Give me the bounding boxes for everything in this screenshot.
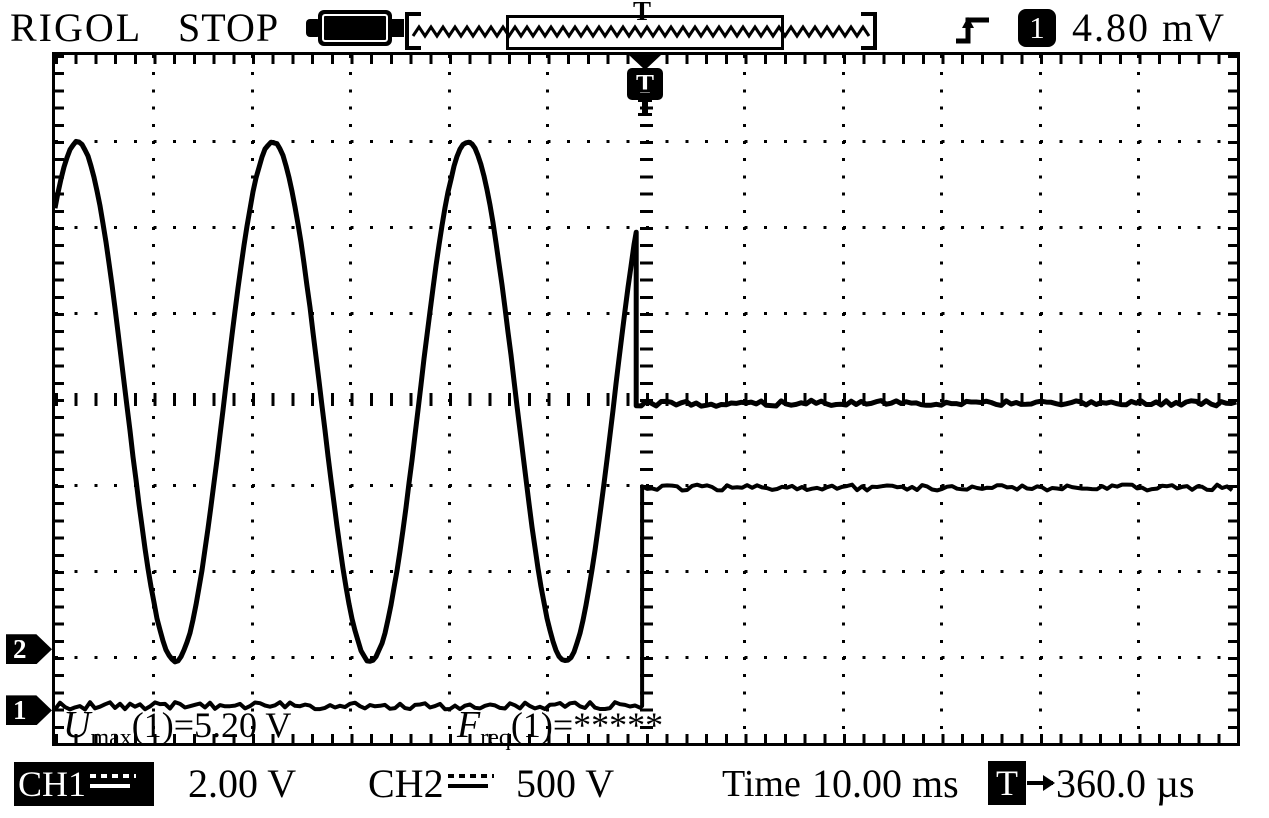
trigger-offset-arrow-icon [1027,775,1055,791]
ch1-scale: 2.00 V [188,761,297,806]
trigger-source-badge: 1 [1018,9,1056,47]
graticule: T Umax(1)=5.20 V Freq(1)=***** [52,52,1240,751]
ch1-ground-marker: 1 [6,695,52,726]
ch1-dc-coupling-icon [90,773,140,795]
memory-waveform-icon [411,24,871,39]
window-trigger-marker: T [633,0,652,26]
ch2-ground-marker: 2 [6,634,52,665]
time-label: Time [722,763,801,805]
horizontal-position-indicator: T [403,0,879,50]
ch1-ground-marker-label: 1 [13,695,27,726]
trigger-offset-value: 360.0 µs [1056,761,1195,806]
border-ticks [1228,55,1237,743]
ch1-status-badge: CH1 [14,762,154,806]
usb-storage-icon [306,10,406,46]
ch2-ground-marker-label: 2 [13,634,27,665]
rising-edge-trigger-icon [956,17,989,44]
display-window-box [506,15,784,50]
ch2-dc-coupling-icon [447,773,498,795]
brand-logo: RIGOL [10,5,143,50]
border-ticks [55,55,64,743]
center-horizontal-axis [55,392,1237,406]
time-scale: 10.00 ms [812,761,959,806]
ch1-label: CH1 [18,764,87,804]
usb-icon-body [318,10,392,46]
usb-icon-tab [306,19,321,37]
memory-right-bracket-icon [861,12,877,50]
usb-icon-connector [391,19,404,37]
ch2-label: CH2 [368,761,444,806]
trigger-offset-badge: T [988,761,1026,805]
trigger-level-readout: 4.80 mV [1072,5,1226,50]
memory-left-bracket-icon [405,12,421,50]
ch2-scale: 500 V [516,761,615,806]
acquisition-status: STOP [178,5,280,50]
border-ticks [55,55,1237,64]
ch2-status: CH2 [368,760,498,807]
border-ticks [55,734,1237,743]
